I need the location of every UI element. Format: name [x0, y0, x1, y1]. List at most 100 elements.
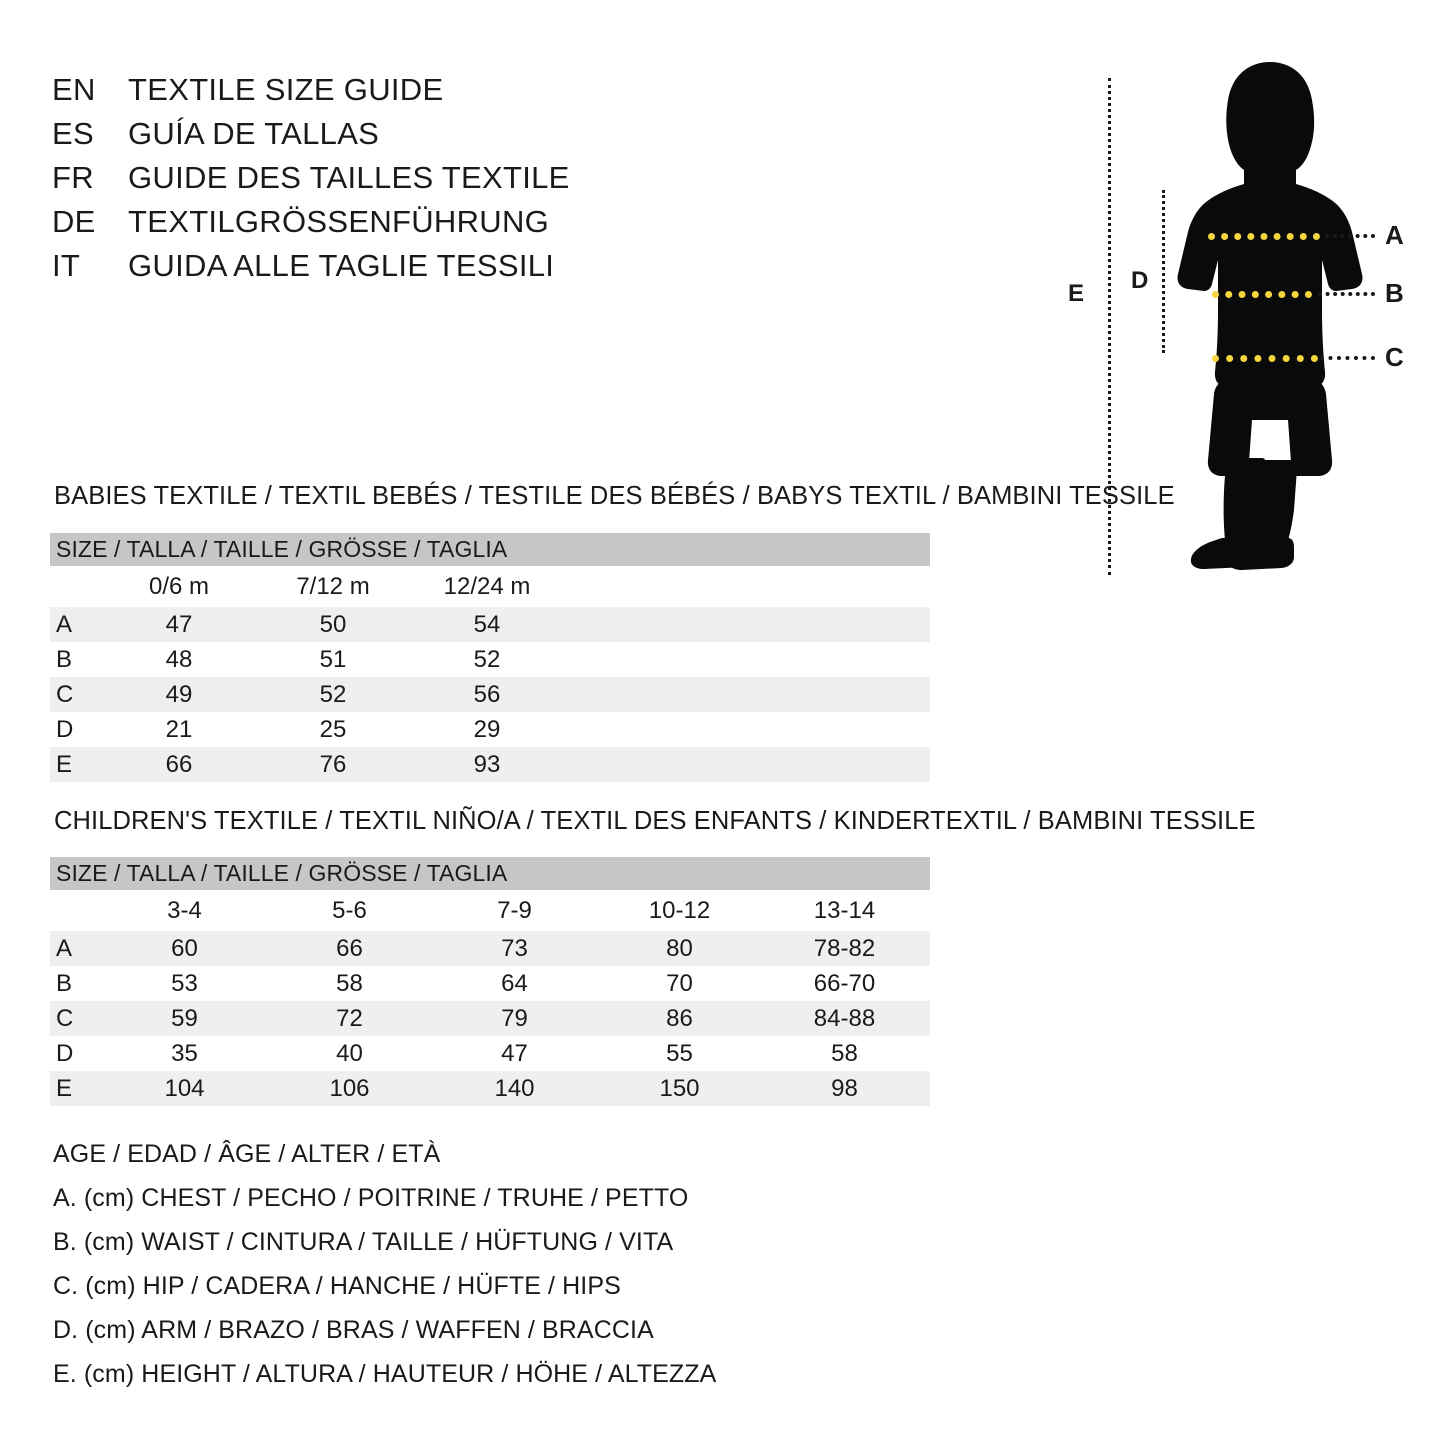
figure-label-a: A — [1385, 220, 1404, 250]
measurement-figure: E D A B C — [1040, 45, 1440, 605]
language-code-es: ES — [52, 116, 94, 151]
language-code-fr: FR — [52, 160, 94, 195]
hip-measure-line — [1212, 355, 1318, 362]
language-code-de: DE — [52, 204, 96, 239]
row-value: 106 — [329, 1074, 370, 1102]
row-label: D — [56, 1039, 74, 1067]
legend-row-b-waist: B. (cm) WAIST / CINTURA / TAILLE / HÜFTU… — [53, 1228, 674, 1256]
figure-label-d: D — [1131, 267, 1149, 294]
row-value: 49 — [165, 680, 193, 708]
row-value: 72 — [336, 1004, 363, 1032]
language-title-fr: GUIDE DES TAILLES TEXTILE — [128, 160, 570, 195]
measurement-legend: AGE / EDAD / ÂGE / ALTER / ETÀ A. (cm) C… — [53, 1140, 813, 1404]
language-title-en: TEXTILE SIZE GUIDE — [128, 72, 444, 107]
waist-measure-line — [1212, 291, 1312, 298]
table-row: B 48 51 52 — [50, 642, 930, 677]
babies-size-table: SIZE / TALLA / TAILLE / GRÖSSE / TAGLIA … — [50, 533, 930, 782]
row-value: 73 — [501, 934, 528, 962]
row-value: 55 — [666, 1039, 693, 1067]
babies-table-header-bar: SIZE / TALLA / TAILLE / GRÖSSE / TAGLIA — [50, 533, 930, 566]
children-column-header: 5-6 — [332, 896, 367, 924]
row-value: 86 — [666, 1004, 693, 1032]
row-value: 47 — [501, 1039, 528, 1067]
chest-measure-line — [1208, 233, 1320, 240]
leader-line-c — [1320, 356, 1375, 360]
row-value: 70 — [666, 969, 693, 997]
row-value: 56 — [473, 680, 501, 708]
row-value: 58 — [336, 969, 363, 997]
table-row: E 104 106 140 150 98 — [50, 1071, 930, 1106]
language-row-es: ES GUÍA DE TALLAS — [52, 116, 672, 160]
row-label: C — [56, 680, 74, 708]
height-guide-line-e — [1108, 78, 1111, 575]
table-row: B 53 58 64 70 66-70 — [50, 966, 930, 1001]
language-code-it: IT — [52, 248, 81, 283]
row-value: 104 — [164, 1074, 205, 1102]
table-row: A 47 50 54 — [50, 607, 930, 642]
row-label: E — [56, 1074, 73, 1102]
language-row-it: IT GUIDA ALLE TAGLIE TESSILI — [52, 248, 672, 292]
row-value: 66-70 — [813, 969, 876, 997]
row-value: 50 — [319, 610, 347, 638]
row-value: 76 — [319, 750, 347, 778]
row-value: 58 — [831, 1039, 858, 1067]
language-title-block: EN TEXTILE SIZE GUIDE ES GUÍA DE TALLAS … — [52, 72, 672, 292]
row-value: 48 — [165, 645, 193, 673]
table-row: D 21 25 29 — [50, 712, 930, 747]
babies-column-header: 7/12 m — [296, 572, 370, 600]
babies-section-title: BABIES TEXTILE / TEXTIL BEBÉS / TESTILE … — [54, 482, 1175, 510]
row-value: 66 — [336, 934, 363, 962]
row-value: 150 — [659, 1074, 700, 1102]
language-title-it: GUIDA ALLE TAGLIE TESSILI — [128, 248, 555, 283]
leader-line-b — [1318, 292, 1375, 296]
row-label: D — [56, 715, 74, 743]
children-section-title: CHILDREN'S TEXTILE / TEXTIL NIÑO/A / TEX… — [54, 807, 1256, 835]
children-column-header: 10-12 — [648, 896, 711, 924]
row-label: B — [56, 645, 73, 673]
table-row: C 59 72 79 86 84-88 — [50, 1001, 930, 1036]
leader-line-a — [1325, 234, 1375, 238]
row-label: A — [56, 934, 73, 962]
language-title-de: TEXTILGRÖSSENFÜHRUNG — [128, 204, 550, 239]
language-row-de: DE TEXTILGRÖSSENFÜHRUNG — [52, 204, 672, 248]
child-silhouette-icon — [1177, 62, 1363, 570]
language-row-fr: FR GUIDE DES TAILLES TEXTILE — [52, 160, 672, 204]
children-column-header: 13-14 — [813, 896, 876, 924]
table-row: C 49 52 56 — [50, 677, 930, 712]
row-value: 47 — [165, 610, 193, 638]
row-value: 29 — [473, 715, 501, 743]
row-label: E — [56, 750, 73, 778]
row-value: 52 — [473, 645, 501, 673]
figure-label-c: C — [1385, 342, 1404, 372]
row-value: 64 — [501, 969, 528, 997]
babies-column-header: 0/6 m — [148, 572, 210, 600]
table-row: D 35 40 47 55 58 — [50, 1036, 930, 1071]
row-value: 140 — [494, 1074, 535, 1102]
row-value: 52 — [319, 680, 347, 708]
babies-column-header-row: 0/6 m 7/12 m 12/24 m — [50, 566, 930, 607]
legend-row-d-arm: D. (cm) ARM / BRAZO / BRAS / WAFFEN / BR… — [53, 1316, 654, 1344]
row-value: 59 — [171, 1004, 198, 1032]
children-column-header: 7-9 — [497, 896, 532, 924]
row-label: A — [56, 610, 73, 638]
babies-column-header: 12/24 m — [443, 572, 531, 600]
row-value: 51 — [319, 645, 347, 673]
row-value: 93 — [473, 750, 501, 778]
row-value: 80 — [666, 934, 693, 962]
children-table-header-bar: SIZE / TALLA / TAILLE / GRÖSSE / TAGLIA — [50, 857, 930, 890]
language-row-en: EN TEXTILE SIZE GUIDE — [52, 72, 672, 116]
row-label: B — [56, 969, 73, 997]
row-value: 35 — [171, 1039, 198, 1067]
children-column-header-row: 3-4 5-6 7-9 10-12 13-14 — [50, 890, 930, 931]
row-value: 66 — [165, 750, 193, 778]
language-code-en: EN — [52, 72, 96, 107]
legend-row-a-chest: A. (cm) CHEST / PECHO / POITRINE / TRUHE… — [53, 1184, 689, 1212]
children-size-table: SIZE / TALLA / TAILLE / GRÖSSE / TAGLIA … — [50, 857, 930, 1106]
row-value: 78-82 — [813, 934, 876, 962]
arm-guide-line-d — [1162, 190, 1165, 353]
language-title-es: GUÍA DE TALLAS — [128, 116, 380, 151]
legend-row-c-hip: C. (cm) HIP / CADERA / HANCHE / HÜFTE / … — [53, 1272, 621, 1300]
row-value: 25 — [319, 715, 347, 743]
row-value: 60 — [171, 934, 198, 962]
